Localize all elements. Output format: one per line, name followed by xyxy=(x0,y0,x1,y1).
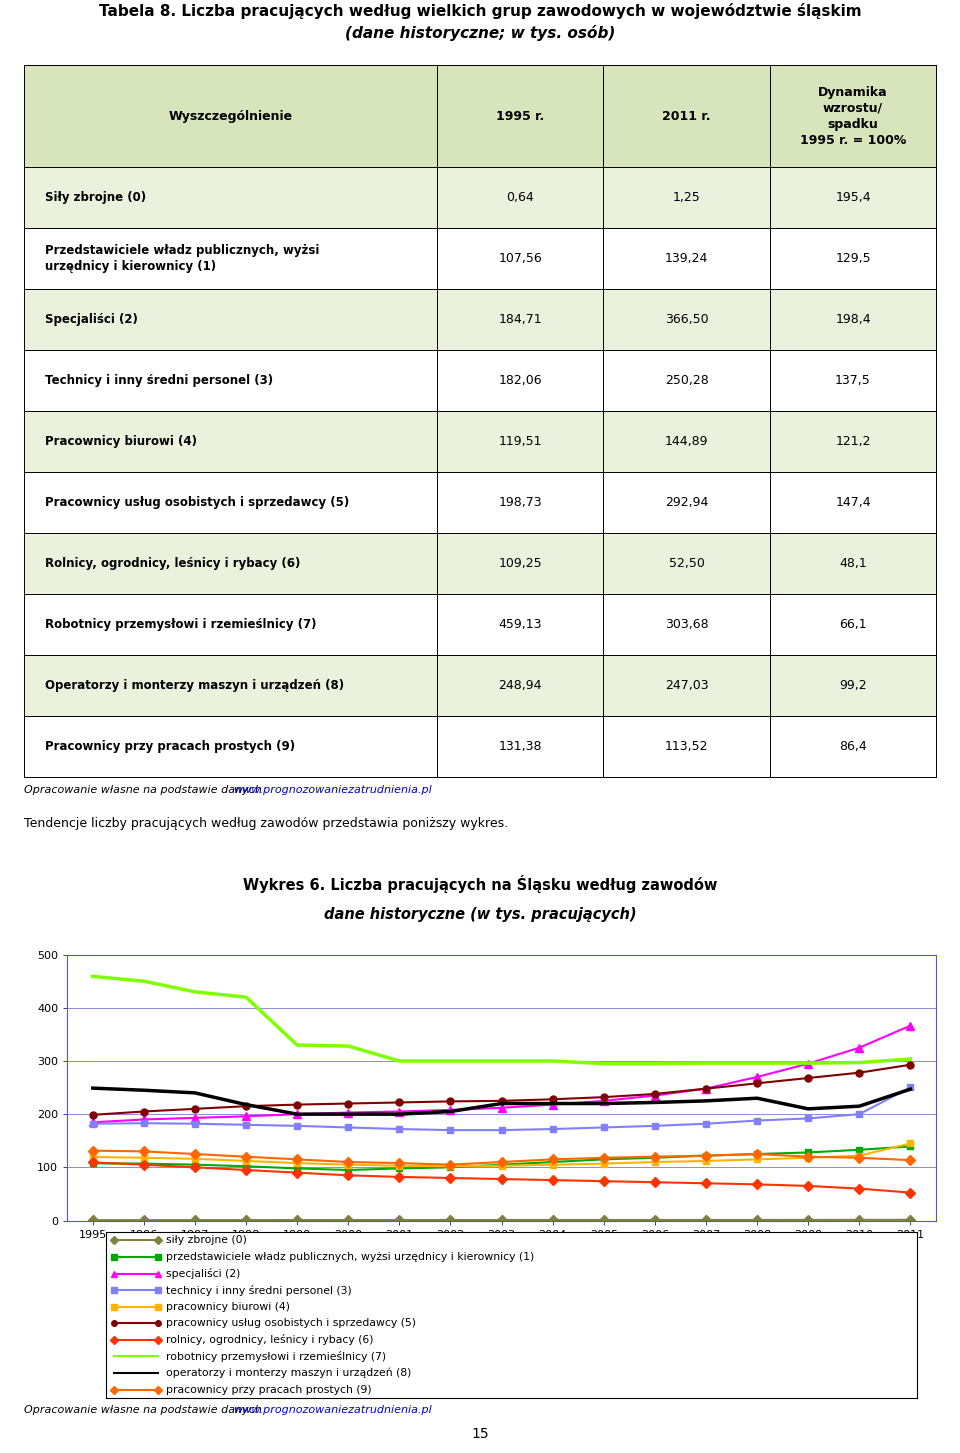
Text: 250,28: 250,28 xyxy=(664,375,708,386)
Text: Opracowanie własne na podstawie danych: Opracowanie własne na podstawie danych xyxy=(24,1405,265,1415)
Text: Specjaliści (2): Specjaliści (2) xyxy=(45,314,137,325)
Text: pracownicy przy pracach prostych (9): pracownicy przy pracach prostych (9) xyxy=(166,1385,372,1395)
Text: 248,94: 248,94 xyxy=(498,680,541,692)
Text: 303,68: 303,68 xyxy=(664,619,708,631)
Text: Operatorzy i monterzy maszyn i urządzeń (8): Operatorzy i monterzy maszyn i urządzeń … xyxy=(45,680,344,692)
Text: przedstawiciele władz publicznych, wyżsi urzędnicy i kierownicy (1): przedstawiciele władz publicznych, wyżsi… xyxy=(166,1252,535,1263)
Text: 129,5: 129,5 xyxy=(835,253,871,264)
Text: 1,25: 1,25 xyxy=(673,192,701,203)
Text: (dane historyczne; w tys. osób): (dane historyczne; w tys. osób) xyxy=(345,25,615,41)
Text: 48,1: 48,1 xyxy=(839,558,867,570)
Text: 144,89: 144,89 xyxy=(665,436,708,448)
Text: Robotnicy przemysłowi i rzemieślnicy (7): Robotnicy przemysłowi i rzemieślnicy (7) xyxy=(45,619,316,631)
Text: 99,2: 99,2 xyxy=(839,680,867,692)
Text: 119,51: 119,51 xyxy=(498,436,541,448)
Text: 113,52: 113,52 xyxy=(665,741,708,753)
Text: Pracownicy usług osobistych i sprzedawcy (5): Pracownicy usług osobistych i sprzedawcy… xyxy=(45,497,348,509)
Text: 147,4: 147,4 xyxy=(835,497,871,509)
Text: 15: 15 xyxy=(471,1427,489,1441)
Text: 1995 r.: 1995 r. xyxy=(496,110,544,122)
Text: 109,25: 109,25 xyxy=(498,558,542,570)
Text: 131,38: 131,38 xyxy=(498,741,541,753)
Text: Pracownicy biurowi (4): Pracownicy biurowi (4) xyxy=(45,436,197,448)
Text: 0,64: 0,64 xyxy=(506,192,534,203)
Text: 247,03: 247,03 xyxy=(664,680,708,692)
Text: Wykres 6. Liczba pracujących na Śląsku według zawodów: Wykres 6. Liczba pracujących na Śląsku w… xyxy=(243,875,717,892)
Text: Opracowanie własne na podstawie danych: Opracowanie własne na podstawie danych xyxy=(24,785,265,795)
Text: Tabela 8. Liczba pracujących według wielkich grup zawodowych w województwie śląs: Tabela 8. Liczba pracujących według wiel… xyxy=(99,3,861,19)
Text: 459,13: 459,13 xyxy=(498,619,541,631)
Text: pracownicy biurowi (4): pracownicy biurowi (4) xyxy=(166,1302,291,1312)
Text: Tendencje liczby pracujących według zawodów przedstawia poniższy wykres.: Tendencje liczby pracujących według zawo… xyxy=(24,817,508,830)
Text: 121,2: 121,2 xyxy=(835,436,871,448)
Text: 139,24: 139,24 xyxy=(665,253,708,264)
Text: dane historyczne (w tys. pracujących): dane historyczne (w tys. pracujących) xyxy=(324,907,636,921)
Text: operatorzy i monterzy maszyn i urządzeń (8): operatorzy i monterzy maszyn i urządzeń … xyxy=(166,1367,412,1379)
Text: Pracownicy przy pracach prostych (9): Pracownicy przy pracach prostych (9) xyxy=(45,741,295,753)
Text: 198,4: 198,4 xyxy=(835,314,871,325)
Text: siły zbrojne (0): siły zbrojne (0) xyxy=(166,1235,248,1245)
Text: 184,71: 184,71 xyxy=(498,314,542,325)
Text: 66,1: 66,1 xyxy=(839,619,867,631)
Text: 86,4: 86,4 xyxy=(839,741,867,753)
Text: specjaliści (2): specjaliści (2) xyxy=(166,1268,241,1279)
Text: technicy i inny średni personel (3): technicy i inny średni personel (3) xyxy=(166,1284,352,1296)
Text: rolnicy, ogrodnicy, leśnicy i rybacy (6): rolnicy, ogrodnicy, leśnicy i rybacy (6) xyxy=(166,1334,374,1345)
Text: pracownicy usług osobistych i sprzedawcy (5): pracownicy usług osobistych i sprzedawcy… xyxy=(166,1318,417,1328)
Text: 366,50: 366,50 xyxy=(664,314,708,325)
Text: 292,94: 292,94 xyxy=(665,497,708,509)
Text: 137,5: 137,5 xyxy=(835,375,871,386)
Text: 2011 r.: 2011 r. xyxy=(662,110,710,122)
Text: Przedstawiciele władz publicznych, wyżsi
urzędnicy i kierownicy (1): Przedstawiciele władz publicznych, wyżsi… xyxy=(45,244,319,273)
Text: robotnicy przemysłowi i rzemieślnicy (7): robotnicy przemysłowi i rzemieślnicy (7) xyxy=(166,1351,387,1361)
Text: Technicy i inny średni personel (3): Technicy i inny średni personel (3) xyxy=(45,375,273,386)
Text: www.prognozowaniezatrudnienia.pl: www.prognozowaniezatrudnienia.pl xyxy=(233,785,432,795)
Text: Dynamika
wzrostu/
spadku
1995 r. = 100%: Dynamika wzrostu/ spadku 1995 r. = 100% xyxy=(800,86,906,147)
Text: 182,06: 182,06 xyxy=(498,375,542,386)
Text: 52,50: 52,50 xyxy=(668,558,705,570)
Text: 198,73: 198,73 xyxy=(498,497,542,509)
Text: 195,4: 195,4 xyxy=(835,192,871,203)
Text: Rolnicy, ogrodnicy, leśnicy i rybacy (6): Rolnicy, ogrodnicy, leśnicy i rybacy (6) xyxy=(45,558,300,570)
Text: 107,56: 107,56 xyxy=(498,253,542,264)
Text: Wyszczególnienie: Wyszczególnienie xyxy=(169,110,293,122)
Text: Siły zbrojne (0): Siły zbrojne (0) xyxy=(45,192,146,203)
Text: www.prognozowaniezatrudnienia.pl: www.prognozowaniezatrudnienia.pl xyxy=(233,1405,432,1415)
